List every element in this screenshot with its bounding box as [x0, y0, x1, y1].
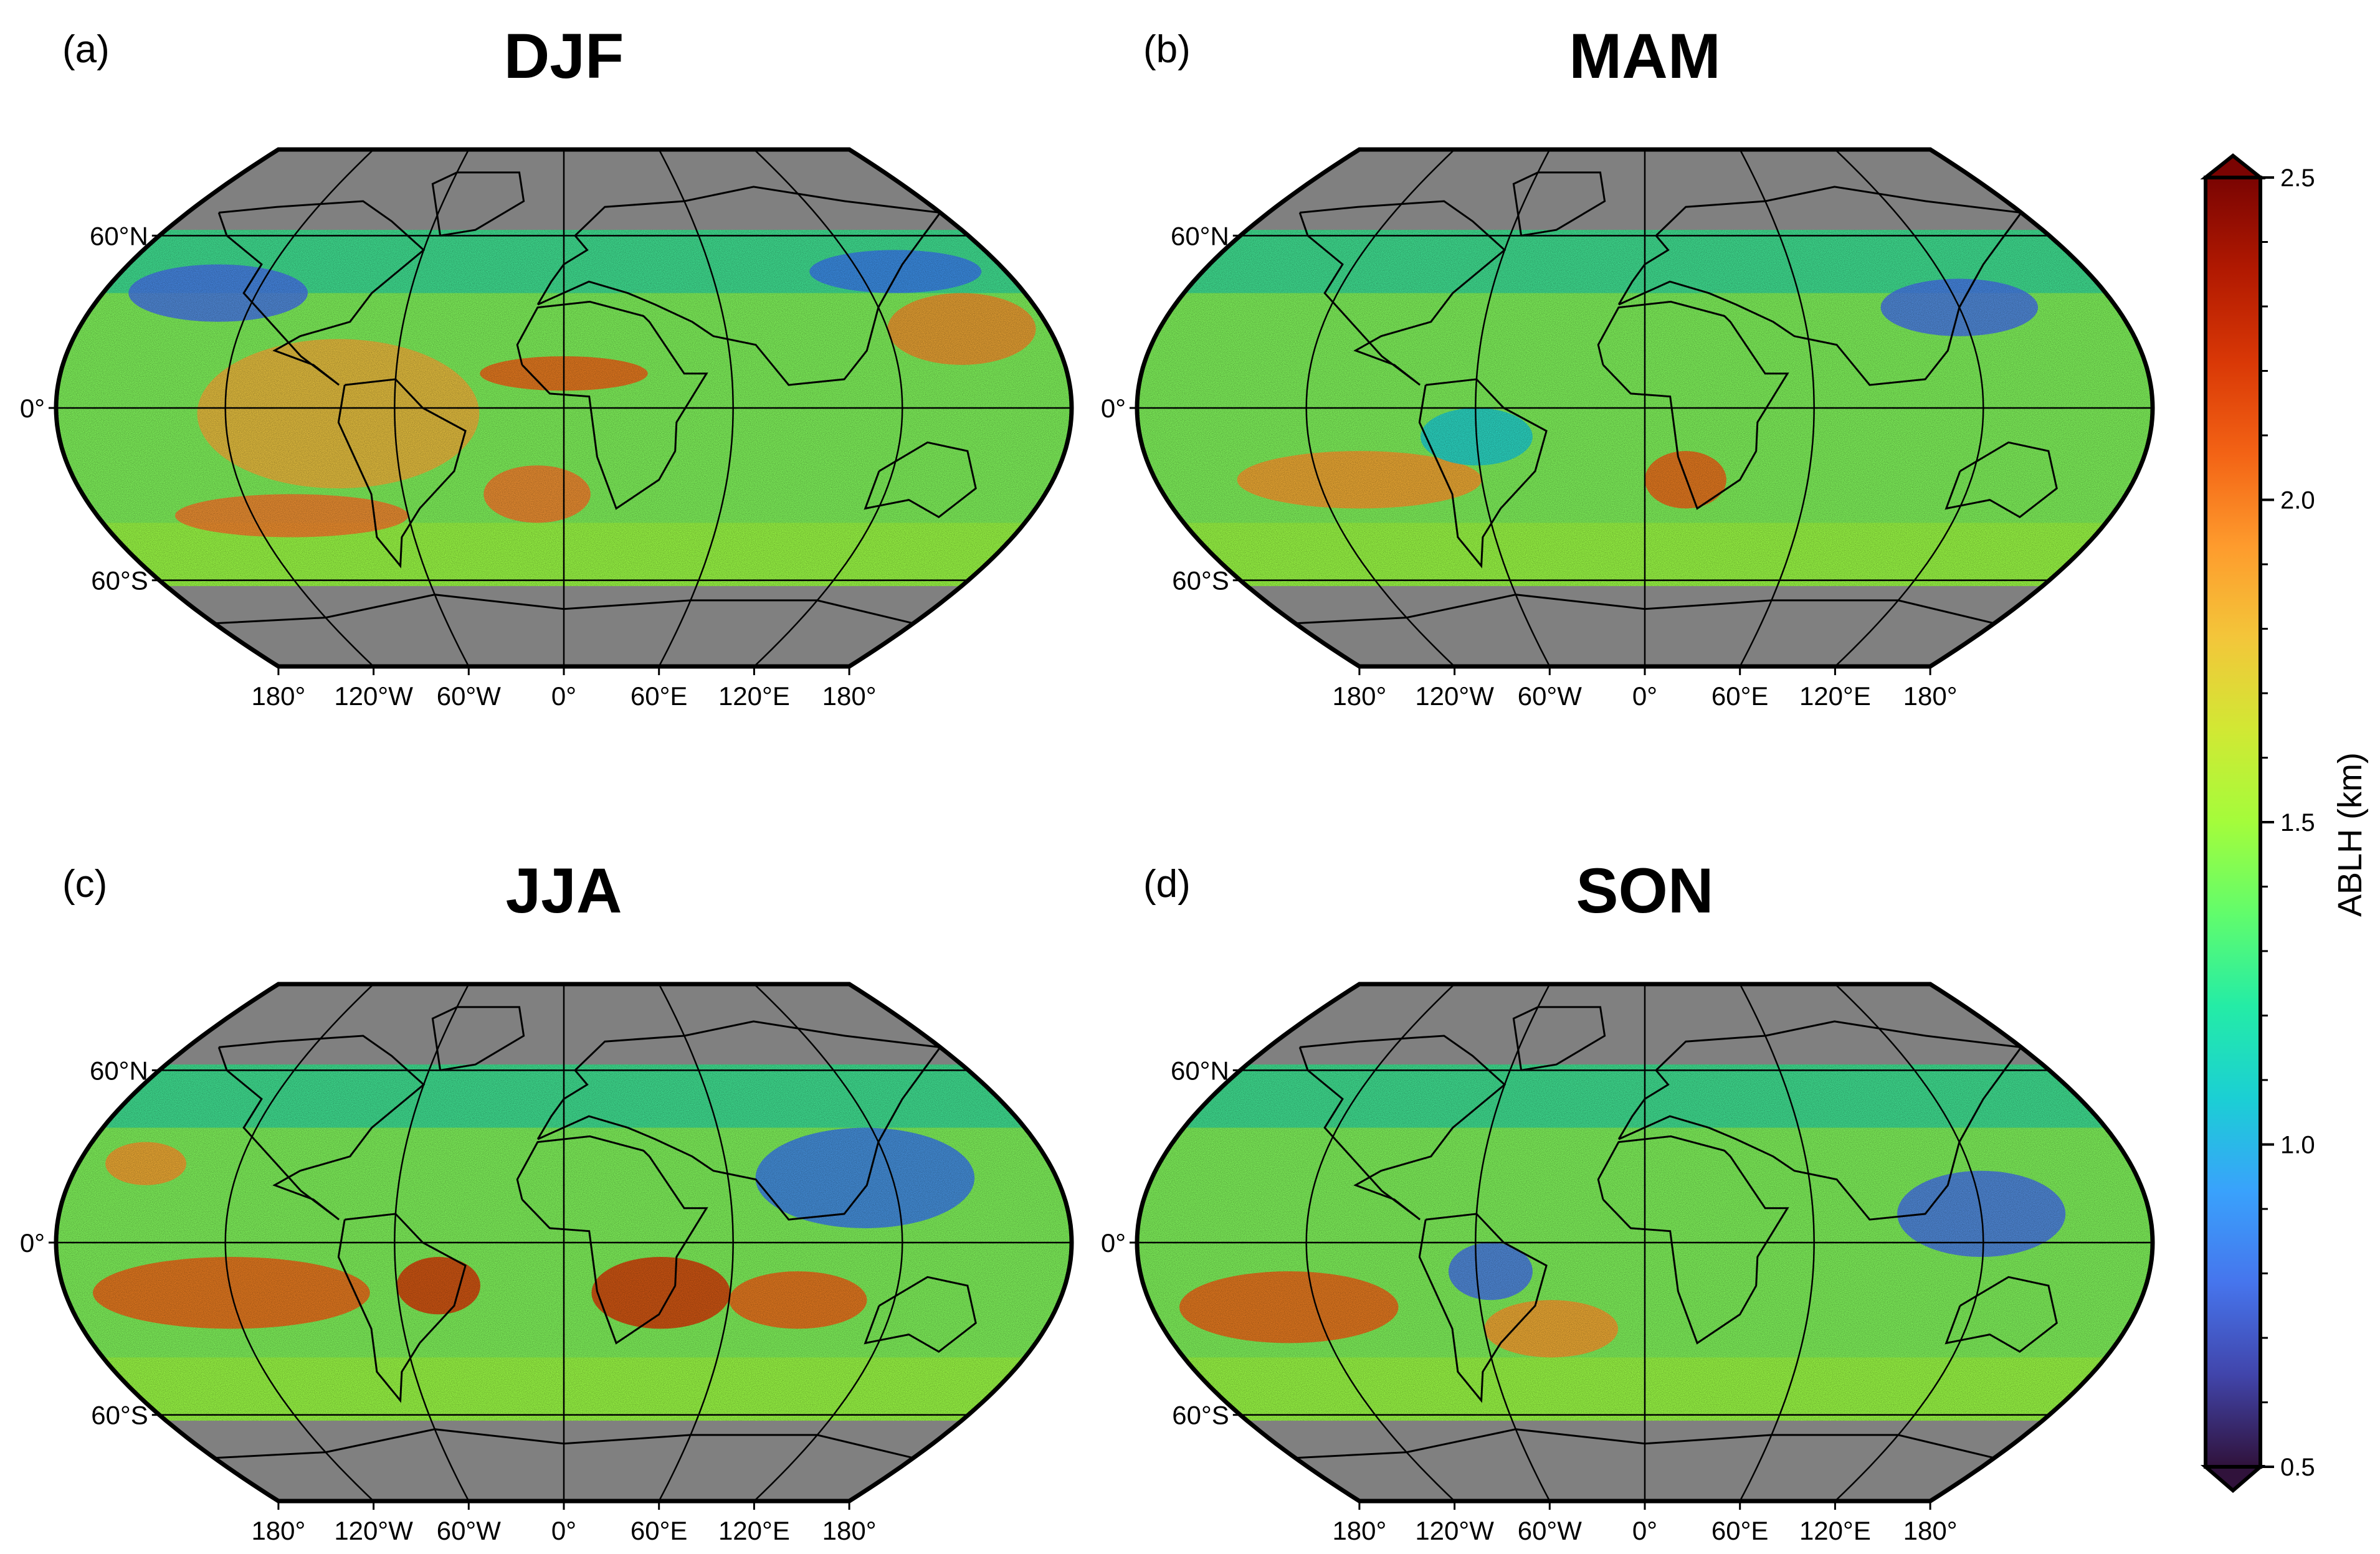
- lat-tick-label: 0°: [1101, 394, 1126, 423]
- lat-tick-label: 60°S: [91, 566, 148, 595]
- lat-tick-label: 60°S: [1172, 1401, 1229, 1430]
- lon-tick-label: 180°: [251, 1516, 305, 1545]
- lon-tick-label: 60°W: [1518, 1516, 1583, 1545]
- coastline: [1944, 1276, 2058, 1353]
- colorbar-tick-label: 1.0: [2280, 1132, 2315, 1159]
- lon-tick-label: 180°: [1903, 681, 1958, 711]
- lat-tick-label: 0°: [1101, 1228, 1126, 1258]
- coastline: [1617, 186, 2023, 386]
- lon-tick-label: 120°W: [334, 1516, 413, 1545]
- lon-tick-label: 0°: [1632, 1516, 1657, 1545]
- map-field: [56, 149, 1072, 666]
- lon-tick-label: 0°: [551, 681, 576, 711]
- map-field: [1137, 984, 2153, 1501]
- coastline: [1298, 200, 1507, 386]
- lon-tick-label: 60°W: [1518, 681, 1583, 711]
- colorbar-extend-max: [2200, 153, 2266, 179]
- map-field: [1137, 149, 2153, 666]
- lon-tick-label: 120°E: [718, 1516, 790, 1545]
- map-panel-jja: (c) JJA 60°N 0° 60°S 180° 120°W 60°W 0° 60°E 120…: [20, 855, 1074, 1545]
- panel-label: (c): [62, 863, 107, 906]
- lon-tick-label: 0°: [551, 1516, 576, 1545]
- lon-tick-label: 60°E: [1711, 1516, 1769, 1545]
- lat-tick-label: 0°: [20, 1228, 45, 1258]
- lon-tick-label: 60°E: [1711, 681, 1769, 711]
- lon-tick-label: 180°: [1903, 1516, 1958, 1545]
- lon-tick-label: 120°W: [1415, 681, 1494, 711]
- map-frame: [1135, 982, 2155, 1504]
- coastline: [1512, 1006, 1606, 1071]
- lon-tick-label: 180°: [822, 681, 877, 711]
- lat-tick-label: 60°N: [1171, 1056, 1229, 1085]
- lon-tick-label: 180°: [1332, 1516, 1386, 1545]
- colorbar-label: ABLH (km): [2331, 752, 2369, 917]
- coastline: [217, 200, 426, 386]
- lon-tick-label: 120°W: [1415, 1516, 1494, 1545]
- coastline: [1944, 441, 2058, 519]
- lat-tick-label: 60°N: [90, 221, 148, 250]
- lon-tick-label: 120°E: [718, 681, 790, 711]
- colorbar-extend-min: [2200, 1465, 2266, 1493]
- world-map: 60°N 0° 60°S 180° 120°W 60°W 0° 60°E 120°E 180°: [20, 982, 1074, 1545]
- colorbar: 2.5 2.0 1.5 1.0 0.5 ABLH (km): [2200, 153, 2369, 1493]
- colorbar-tick-label: 2.5: [2280, 164, 2315, 192]
- lat-tick-label: 60°N: [90, 1056, 148, 1085]
- map-panel-djf: (a) DJF 60°N 0° 60°S 180° 120°W 60°W 0° 60°E 120…: [20, 21, 1074, 711]
- panel-title: DJF: [504, 21, 624, 92]
- lon-tick-label: 60°E: [631, 1516, 688, 1545]
- lat-tick-label: 0°: [20, 394, 45, 423]
- coastline: [864, 441, 977, 519]
- lat-tick-label: 60°N: [1171, 221, 1229, 250]
- coastline: [1512, 171, 1606, 237]
- map-frame: [1135, 147, 2155, 669]
- coastline: [431, 171, 525, 237]
- lon-tick-label: 60°W: [437, 1516, 502, 1545]
- colorbar-tick-label: 1.5: [2280, 809, 2315, 836]
- lat-tick-label: 60°S: [1172, 566, 1229, 595]
- panel-label: (d): [1143, 863, 1191, 906]
- coastline: [431, 1006, 525, 1071]
- world-map: 60°N 0° 60°S 180° 120°W 60°W 0° 60°E 120°E 180°: [1101, 147, 2155, 711]
- map-field: [56, 984, 1072, 1501]
- coastline: [536, 186, 942, 386]
- map-frame: [54, 147, 1074, 669]
- panel-label: (a): [62, 28, 110, 71]
- panel-label: (b): [1143, 28, 1191, 71]
- colorbar-gradient: [2204, 176, 2262, 1469]
- coastline: [1298, 1035, 1507, 1221]
- lon-tick-label: 60°E: [631, 681, 688, 711]
- lon-tick-label: 180°: [822, 1516, 877, 1545]
- lon-tick-label: 120°E: [1799, 1516, 1871, 1545]
- world-map: 60°N 0° 60°S 180° 120°W 60°W 0° 60°E 120°E 180°: [20, 147, 1074, 711]
- coastline: [217, 1035, 426, 1221]
- map-frame: [54, 982, 1074, 1504]
- coastline: [536, 1020, 942, 1221]
- lon-tick-label: 180°: [251, 681, 305, 711]
- panel-title: JJA: [505, 855, 622, 926]
- lon-tick-label: 60°W: [437, 681, 502, 711]
- world-map: 60°N 0° 60°S 180° 120°W 60°W 0° 60°E 120°E 180°: [1101, 982, 2155, 1545]
- coastline: [864, 1276, 977, 1353]
- lon-tick-label: 180°: [1332, 681, 1386, 711]
- colorbar-tick-label: 0.5: [2280, 1454, 2315, 1481]
- lon-tick-label: 120°W: [334, 681, 413, 711]
- lat-tick-label: 60°S: [91, 1401, 148, 1430]
- lon-tick-label: 0°: [1632, 681, 1657, 711]
- lon-tick-label: 120°E: [1799, 681, 1871, 711]
- panel-title: MAM: [1569, 21, 1721, 92]
- colorbar-tick-label: 2.0: [2280, 487, 2315, 514]
- map-panel-son: (d) SON 60°N 0° 60°S 180° 120°W 60°W 0° 60°E 120…: [1101, 855, 2155, 1545]
- map-panel-mam: (b) MAM 60°N 0° 60°S 180° 120°W 60°W 0° 60°E 120…: [1101, 21, 2155, 711]
- colorbar-ticks: 2.5 2.0 1.5 1.0 0.5: [2260, 164, 2315, 1481]
- panel-title: SON: [1576, 855, 1713, 926]
- coastline: [1617, 1020, 2023, 1221]
